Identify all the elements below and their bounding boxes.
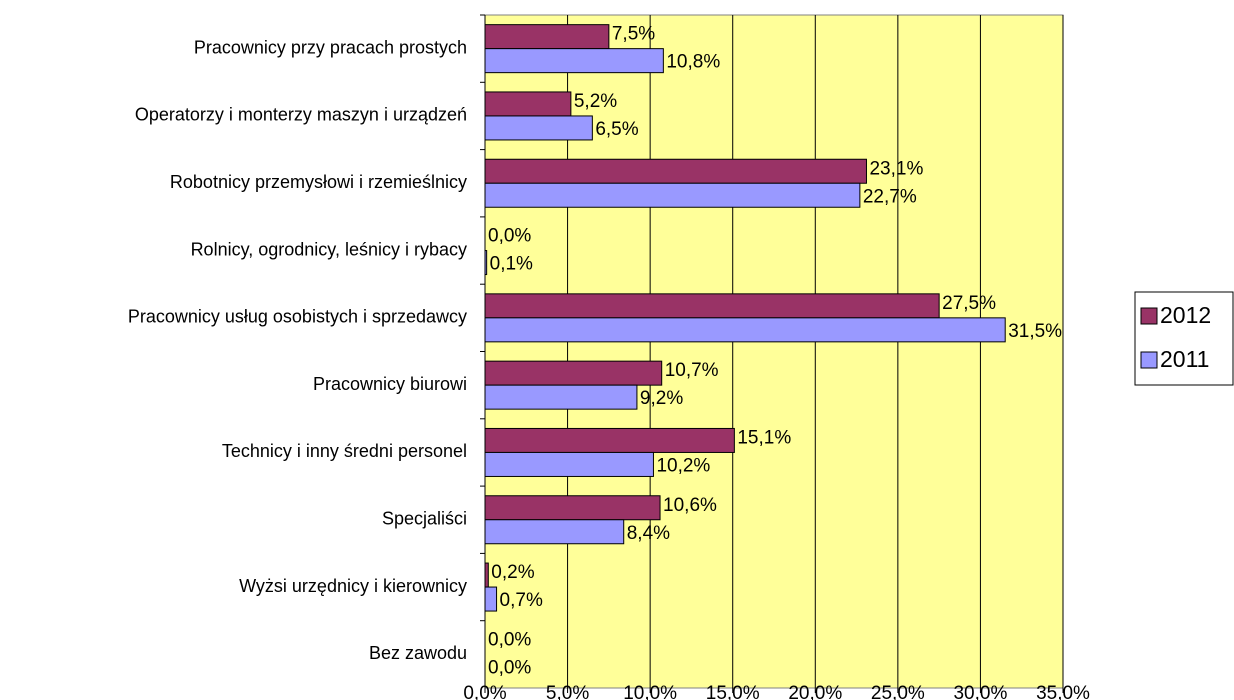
y-tick-label: Pracownicy usług osobistych i sprzedawcy: [128, 307, 467, 327]
x-tick-label: 15,0%: [706, 683, 760, 700]
x-tick-label: 35,0%: [1036, 683, 1090, 700]
bar: [484, 495, 661, 521]
y-tick-label: Pracownicy przy pracach prostych: [194, 37, 467, 57]
bar: [484, 451, 654, 477]
bar: [484, 158, 867, 184]
y-tick-label: Wyżsi urzędnicy i kierownicy: [239, 576, 467, 596]
data-label: 0,7%: [500, 590, 543, 611]
data-label: 0,0%: [488, 629, 531, 650]
x-tick-label: 5,0%: [546, 683, 589, 700]
bar: [484, 384, 638, 410]
y-tick-label: Specjaliści: [382, 509, 467, 529]
data-label: 7,5%: [612, 24, 655, 45]
bar: [484, 562, 489, 588]
bar: [484, 519, 625, 545]
data-label: 10,2%: [656, 455, 710, 476]
bar: [484, 293, 940, 319]
data-label: 9,2%: [640, 388, 683, 409]
data-label: 23,1%: [869, 158, 923, 179]
bar: [484, 586, 498, 612]
data-label: 10,8%: [666, 52, 720, 73]
legend-label: 2012: [1160, 302, 1211, 328]
bar: [484, 250, 488, 276]
bar: [484, 317, 1006, 343]
data-label: 0,0%: [488, 226, 531, 247]
x-tick-label: 25,0%: [871, 683, 925, 700]
y-tick-label: Pracownicy biurowi: [313, 374, 467, 394]
data-label: 22,7%: [863, 186, 917, 207]
y-tick-label: Operatorzy i monterzy maszyn i urządzeń: [135, 105, 467, 125]
x-tick-label: 10,0%: [623, 683, 677, 700]
data-label: 10,7%: [665, 360, 719, 381]
bar: [484, 24, 610, 50]
y-tick-label: Technicy i inny średni personel: [222, 441, 467, 461]
x-tick-label: 0,0%: [463, 683, 506, 700]
bar: [484, 182, 861, 208]
data-label: 0,0%: [488, 657, 531, 678]
data-label: 6,5%: [595, 119, 638, 140]
bar: [484, 91, 572, 117]
y-tick-label: Robotnicy przemysłowi i rzemieślnicy: [170, 172, 467, 192]
bar: [484, 48, 664, 74]
data-label: 10,6%: [663, 495, 717, 516]
bar: [484, 360, 663, 386]
y-tick-label: Rolnicy, ogrodnicy, leśnicy i rybacy: [191, 239, 467, 259]
legend-label: 2011: [1160, 346, 1209, 372]
data-label: 31,5%: [1008, 321, 1062, 342]
x-tick-label: 30,0%: [953, 683, 1007, 700]
legend-swatch: [1140, 307, 1158, 325]
data-label: 15,1%: [737, 427, 791, 448]
bar: [484, 427, 735, 453]
y-tick-label: Bez zawodu: [369, 643, 467, 663]
data-label: 5,2%: [574, 91, 617, 112]
bar: [484, 115, 593, 141]
data-label: 0,1%: [490, 254, 533, 275]
data-label: 27,5%: [942, 293, 996, 314]
legend-swatch: [1140, 351, 1158, 369]
x-tick-label: 20,0%: [788, 683, 842, 700]
data-label: 0,2%: [491, 562, 534, 583]
data-label: 8,4%: [627, 523, 670, 544]
